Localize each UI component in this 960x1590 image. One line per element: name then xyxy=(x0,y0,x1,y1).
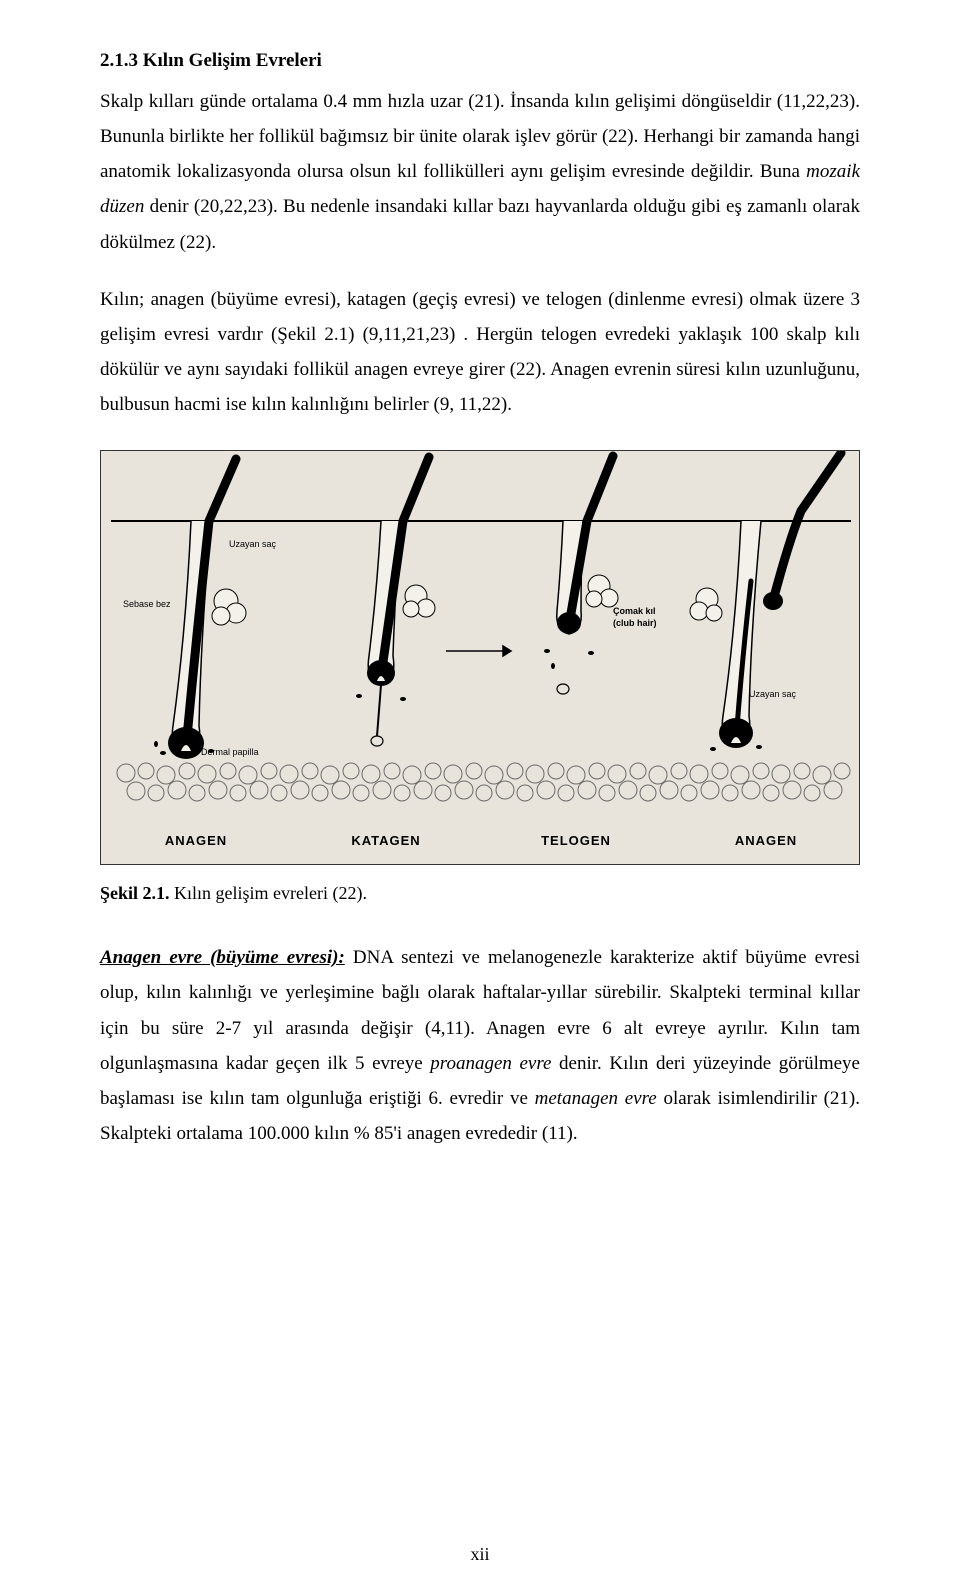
paragraph-3: Anagen evre (büyüme evresi): DNA sentezi… xyxy=(100,940,860,1151)
para3-italic1: proanagen evre xyxy=(430,1053,551,1074)
figure-caption-label: Şekil 2.1. xyxy=(100,883,170,903)
phase-label-1: KATAGEN xyxy=(291,833,481,848)
paragraph-2: Kılın; anagen (büyüme evresi), katagen (… xyxy=(100,282,860,423)
para1-text2: denir (20,22,23). Bu nedenle insandaki k… xyxy=(100,196,860,252)
figure-caption-text: Kılın gelişim evreleri (22). xyxy=(170,883,367,903)
para3-italic2: metanagen evre xyxy=(535,1088,657,1109)
section-heading: 2.1.3 Kılın Gelişim Evreleri xyxy=(100,50,860,72)
phase-label-3: ANAGEN xyxy=(671,833,860,848)
figure-caption: Şekil 2.1. Kılın gelişim evreleri (22). xyxy=(100,883,860,904)
phase-label-2: TELOGEN xyxy=(481,833,671,848)
para1-text: Skalp kılları günde ortalama 0.4 mm hızl… xyxy=(100,91,860,182)
paragraph-1: Skalp kılları günde ortalama 0.4 mm hızl… xyxy=(100,84,860,260)
anagen-heading: Anagen evre (büyüme evresi): xyxy=(100,947,345,968)
phase-label-0: ANAGEN xyxy=(101,833,291,848)
figure-hair-phases: Uzayan saç Sebase bez Dermal papilla Çom… xyxy=(100,450,860,865)
page-number: xii xyxy=(0,1544,960,1565)
